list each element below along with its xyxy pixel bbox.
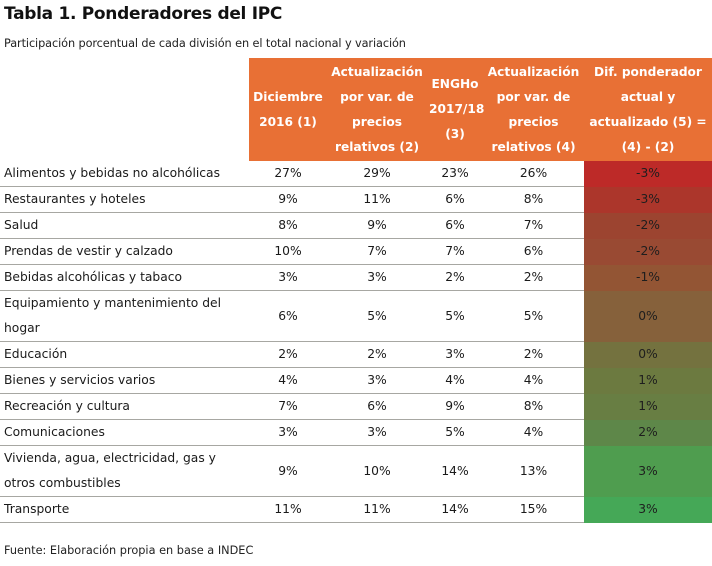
act2-cell: 11% <box>327 186 427 213</box>
dic2016-cell: 8% <box>249 212 327 239</box>
dic2016-cell: 9% <box>249 445 327 497</box>
engho-cell: 4% <box>427 367 483 394</box>
engho-cell: 23% <box>427 161 483 187</box>
act2-cell: 3% <box>327 367 427 394</box>
engho-cell: 5% <box>427 290 483 342</box>
diff-cell: 0% <box>584 290 712 342</box>
dic2016-cell: 3% <box>249 419 327 446</box>
act4-cell: 13% <box>483 445 584 497</box>
division-cell: Bienes y servicios varios <box>0 367 249 394</box>
engho-cell: 6% <box>427 212 483 239</box>
division-cell: Alimentos y bebidas no alcohólicas <box>0 161 249 187</box>
dic2016-cell: 27% <box>249 161 327 187</box>
dic2016-cell: 11% <box>249 496 327 523</box>
table-title: Tabla 1. Ponderadores del IPC <box>4 4 283 24</box>
diff-cell: -3% <box>584 186 712 213</box>
header-dic2016: Diciembre 2016 (1) <box>249 58 327 161</box>
header-act2: Actualización por var. de precios relati… <box>327 58 427 161</box>
act2-cell: 10% <box>327 445 427 497</box>
table-row: Prendas de vestir y calzado 10% 7% 7% 6% -2% <box>0 238 712 265</box>
table-row: Alimentos y bebidas no alcohólicas 27% 29%… <box>0 161 712 187</box>
act4-cell: 4% <box>483 367 584 394</box>
diff-cell: -2% <box>584 238 712 265</box>
act2-cell: 29% <box>327 161 427 187</box>
dic2016-cell: 9% <box>249 186 327 213</box>
act4-cell: 4% <box>483 419 584 446</box>
dic2016-cell: 3% <box>249 264 327 291</box>
diff-cell: 1% <box>584 367 712 394</box>
dic2016-cell: 2% <box>249 341 327 368</box>
engho-cell: 7% <box>427 238 483 265</box>
diff-cell: -1% <box>584 264 712 291</box>
ipc-weights-table: Diciembre 2016 (1) Actualización por var… <box>0 58 712 523</box>
table-row: Educación 2% 2% 3% 2% 0% <box>0 341 712 368</box>
division-cell: Restaurantes y hoteles <box>0 186 249 213</box>
dic2016-cell: 4% <box>249 367 327 394</box>
diff-cell: 3% <box>584 445 712 497</box>
act4-cell: 15% <box>483 496 584 523</box>
table-row: Restaurantes y hoteles 9% 11% 6% 8% -3% <box>0 186 712 213</box>
act2-cell: 6% <box>327 393 427 420</box>
act4-cell: 5% <box>483 290 584 342</box>
act4-cell: 2% <box>483 341 584 368</box>
table-row: Transporte 11% 11% 14% 15% 3% <box>0 496 712 523</box>
engho-cell: 9% <box>427 393 483 420</box>
division-cell: Recreación y cultura <box>0 393 249 420</box>
act4-cell: 2% <box>483 264 584 291</box>
engho-cell: 3% <box>427 341 483 368</box>
header-division <box>0 58 249 161</box>
engho-cell: 5% <box>427 419 483 446</box>
diff-cell: 0% <box>584 341 712 368</box>
table-row: Recreación y cultura 7% 6% 9% 8% 1% <box>0 393 712 420</box>
diff-cell: 1% <box>584 393 712 420</box>
header-act4: Actualización por var. de precios relati… <box>483 58 584 161</box>
dic2016-cell: 10% <box>249 238 327 265</box>
engho-cell: 2% <box>427 264 483 291</box>
division-cell: Prendas de vestir y calzado <box>0 238 249 265</box>
table-row: Vivienda, agua, electricidad, gas y otro… <box>0 445 712 497</box>
act2-cell: 3% <box>327 264 427 291</box>
division-cell: Comunicaciones <box>0 419 249 446</box>
act4-cell: 8% <box>483 393 584 420</box>
division-cell: Salud <box>0 212 249 239</box>
division-cell: Equipamiento y mantenimiento del hogar <box>0 290 249 342</box>
diff-cell: 3% <box>584 496 712 523</box>
header-diff: Dif. ponderador actual y actualizado (5)… <box>584 58 712 161</box>
table-row: Salud 8% 9% 6% 7% -2% <box>0 212 712 239</box>
source-note: Fuente: Elaboración propia en base a IND… <box>4 544 254 557</box>
table-row: Comunicaciones 3% 3% 5% 4% 2% <box>0 419 712 446</box>
diff-cell: 2% <box>584 419 712 446</box>
act2-cell: 3% <box>327 419 427 446</box>
table-row: Bienes y servicios varios 4% 3% 4% 4% 1% <box>0 367 712 394</box>
engho-cell: 14% <box>427 496 483 523</box>
act4-cell: 26% <box>483 161 584 187</box>
dic2016-cell: 6% <box>249 290 327 342</box>
act4-cell: 8% <box>483 186 584 213</box>
header-engho: ENGHo 2017/18 (3) <box>427 58 484 161</box>
division-cell: Educación <box>0 341 249 368</box>
division-cell: Transporte <box>0 496 249 523</box>
division-cell: Vivienda, agua, electricidad, gas y otro… <box>0 445 249 497</box>
act2-cell: 7% <box>327 238 427 265</box>
diff-cell: -3% <box>584 161 712 187</box>
engho-cell: 14% <box>427 445 483 497</box>
act4-cell: 6% <box>483 238 584 265</box>
table-subtitle: Participación porcentual de cada divisió… <box>4 37 406 50</box>
diff-cell: -2% <box>584 212 712 239</box>
table-row: Bebidas alcohólicas y tabaco 3% 3% 2% 2% -1% <box>0 264 712 291</box>
table-row: Equipamiento y mantenimiento del hogar 6%… <box>0 290 712 342</box>
act4-cell: 7% <box>483 212 584 239</box>
act2-cell: 9% <box>327 212 427 239</box>
engho-cell: 6% <box>427 186 483 213</box>
act2-cell: 2% <box>327 341 427 368</box>
division-cell: Bebidas alcohólicas y tabaco <box>0 264 249 291</box>
dic2016-cell: 7% <box>249 393 327 420</box>
header-row: Diciembre 2016 (1) Actualización por var… <box>0 58 712 161</box>
act2-cell: 11% <box>327 496 427 523</box>
act2-cell: 5% <box>327 290 427 342</box>
